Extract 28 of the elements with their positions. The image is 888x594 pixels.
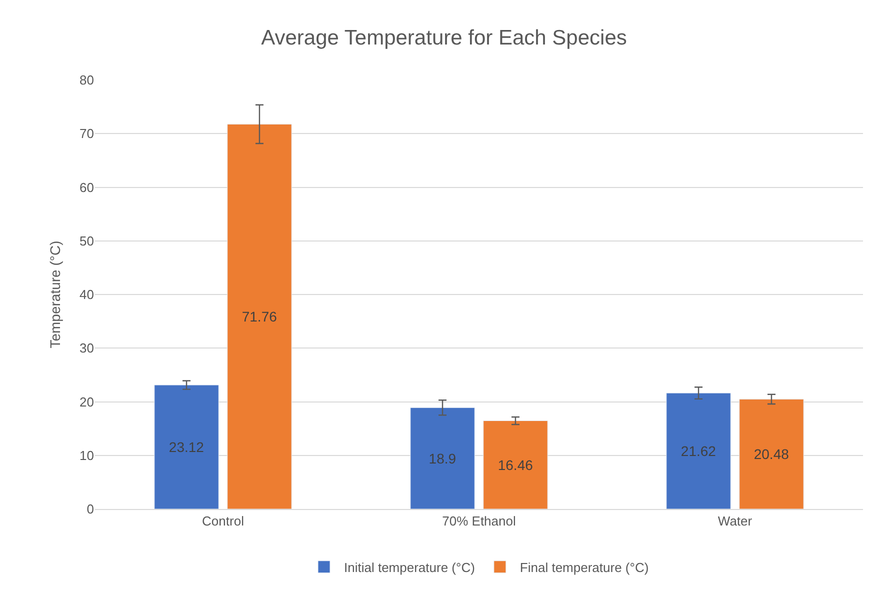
legend-label: Final temperature (°C)	[520, 560, 649, 575]
bar	[154, 384, 219, 509]
x-tick-label: Control	[202, 514, 244, 529]
y-tick-label: 50	[80, 233, 94, 248]
y-tick-label: 40	[80, 287, 94, 302]
data-label: 16.46	[498, 456, 534, 473]
bar	[666, 392, 731, 509]
data-label: 20.48	[754, 446, 790, 462]
chart-title: Average Temperature for Each Species	[261, 26, 627, 50]
legend-label: Initial temperature (°C)	[344, 560, 475, 575]
y-tick-label: 70	[80, 126, 94, 142]
y-tick-label: 10	[80, 448, 94, 463]
data-label: 21.62	[680, 443, 716, 460]
y-tick-label: 80	[80, 72, 94, 88]
data-label: 71.76	[242, 308, 278, 325]
data-label: 18.9	[428, 450, 456, 466]
y-axis-title: Temperature (°C)	[47, 240, 64, 348]
y-tick-label: 20	[80, 394, 94, 410]
bar	[483, 420, 548, 509]
bar	[227, 124, 292, 509]
y-tick-label: 60	[80, 180, 94, 195]
x-tick-label: Water	[718, 514, 753, 529]
y-tick-label: 0	[86, 502, 94, 517]
bar	[739, 398, 804, 509]
bar	[410, 407, 475, 509]
x-tick-label: 70% Ethanol	[442, 514, 516, 529]
data-label: 23.12	[168, 439, 204, 456]
y-tick-label: 30	[80, 340, 94, 356]
